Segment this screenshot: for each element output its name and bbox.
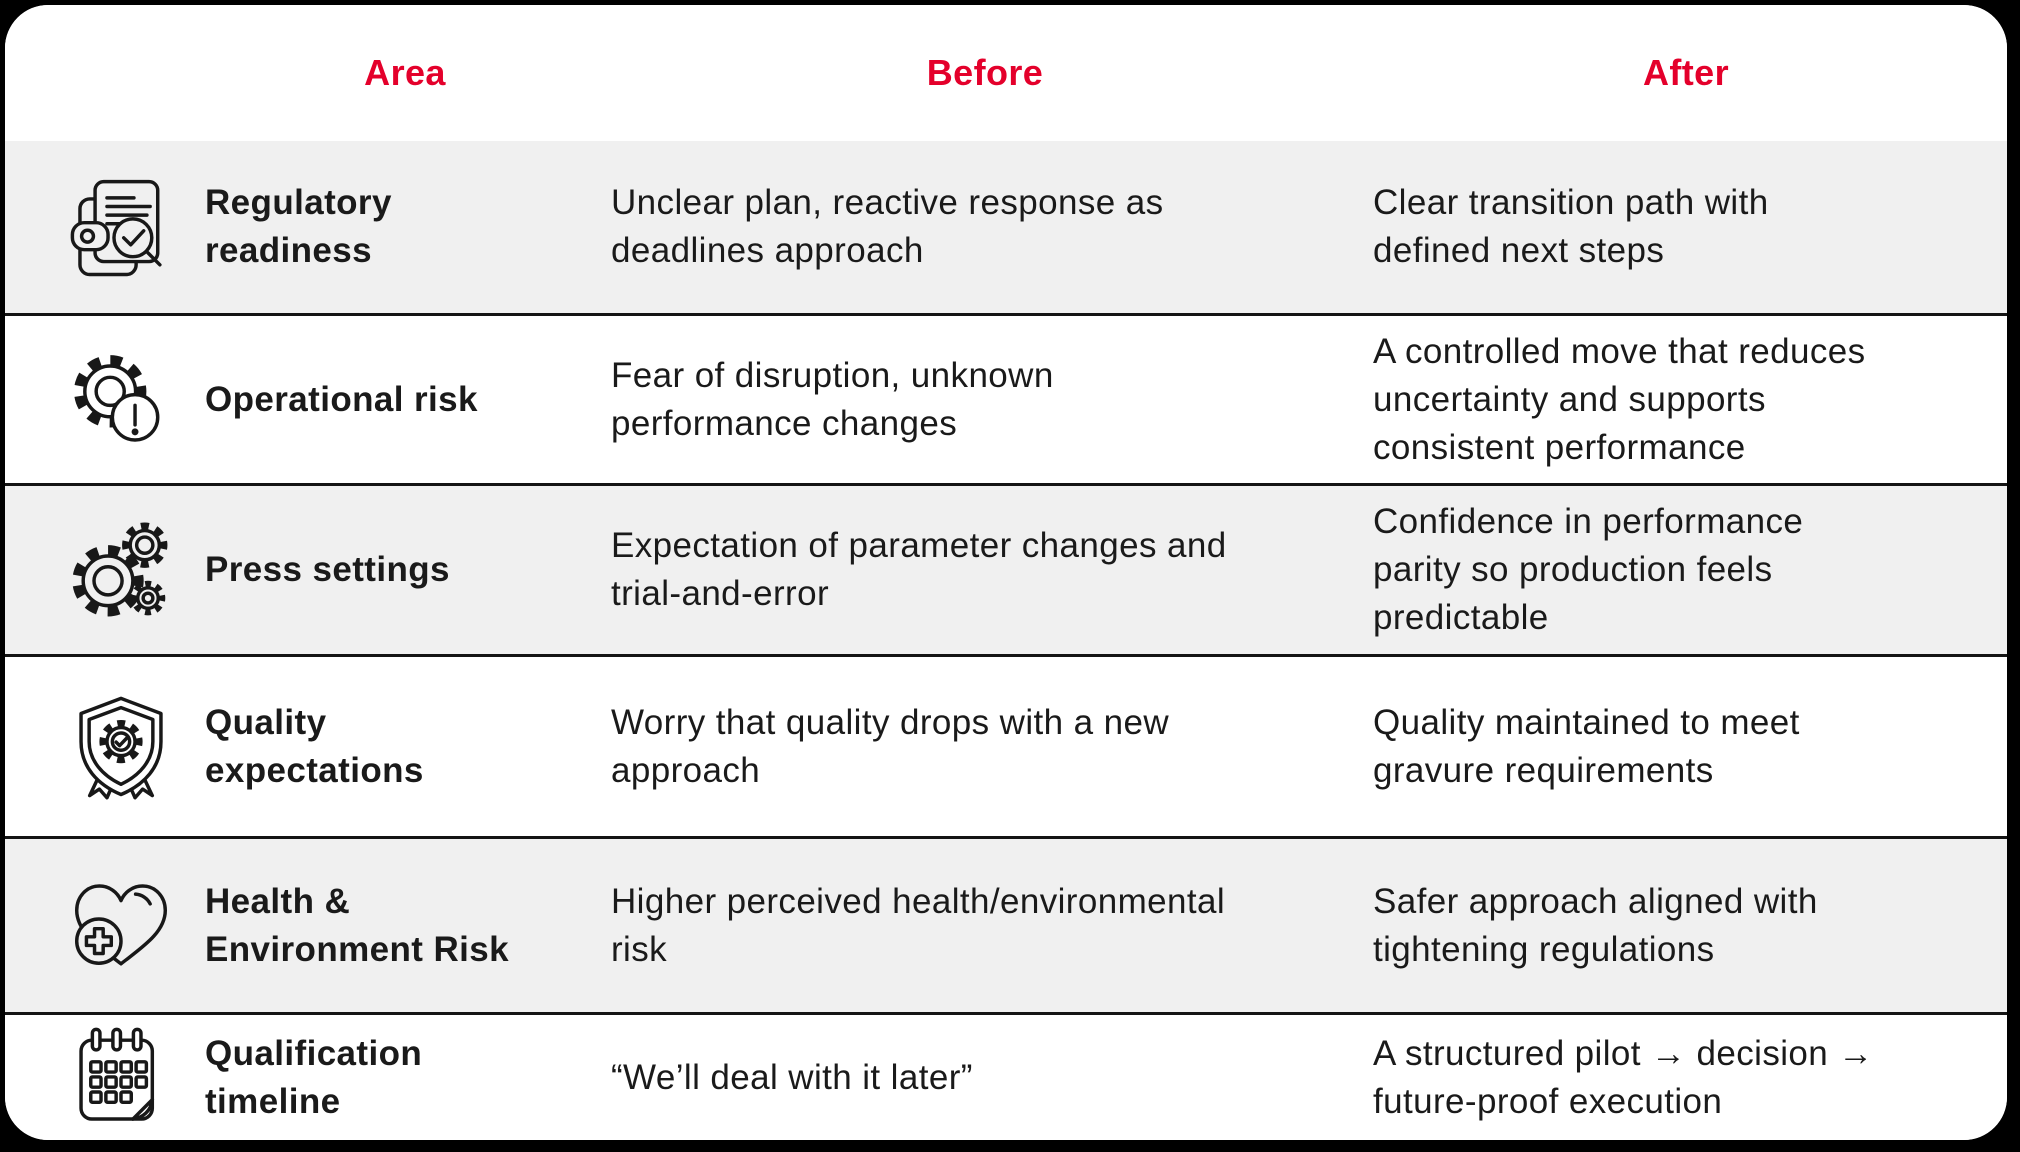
after-text: Clear transition path with defined next … <box>1373 183 1769 270</box>
column-header-after: After <box>1642 52 1729 93</box>
after-text: Safer approach aligned with tightening r… <box>1373 881 1818 969</box>
after-text: Confidence in performance parity so prod… <box>1373 502 1804 637</box>
area-label: Operational risk <box>205 379 478 419</box>
before-text: “We’ll deal with it later” <box>611 1057 973 1097</box>
before-text: Expectation of parameter changes and tri… <box>611 526 1227 613</box>
before-text: Unclear plan, reactive response as deadl… <box>611 183 1164 270</box>
table-header-row: Area Before After <box>5 5 2007 141</box>
area-label: Regulatory readiness <box>205 183 392 270</box>
after-text: A structured pilot → decision → future-p… <box>1373 1033 1874 1121</box>
qualification-timeline-icon <box>5 1017 205 1139</box>
before-text: Higher perceived health/environmental ri… <box>611 881 1226 969</box>
before-text: Fear of disruption, unknown performance … <box>611 355 1054 443</box>
area-label: Press settings <box>205 550 450 589</box>
health-environment-risk-icon <box>5 865 205 987</box>
table-row: Quality expectations Worry that quality … <box>5 654 2007 836</box>
table-row: Regulatory readiness Unclear plan, react… <box>5 141 2007 313</box>
quality-expectations-icon <box>5 686 205 808</box>
table-row: Health & Environment Risk Higher perceiv… <box>5 836 2007 1012</box>
area-label: Qualification timeline <box>205 1033 423 1121</box>
area-label: Health & Environment Risk <box>205 881 509 969</box>
operational-risk-icon <box>5 339 205 461</box>
after-text: A controlled move that reduces uncertain… <box>1373 331 1866 467</box>
area-label: Quality expectations <box>205 702 424 790</box>
press-settings-icon <box>5 509 205 631</box>
after-text: Quality maintained to meet gravure requi… <box>1373 702 1800 790</box>
regulatory-readiness-icon <box>5 166 205 288</box>
before-text: Worry that quality drops with a new appr… <box>611 702 1170 790</box>
table-row: Press settings Expectation of parameter … <box>5 483 2007 654</box>
table-row: Qualification timeline “We’ll deal with … <box>5 1012 2007 1140</box>
column-header-before: Before <box>926 52 1044 93</box>
column-header-area: Area <box>364 52 446 93</box>
table-row: Operational risk Fear of disruption, unk… <box>5 313 2007 483</box>
